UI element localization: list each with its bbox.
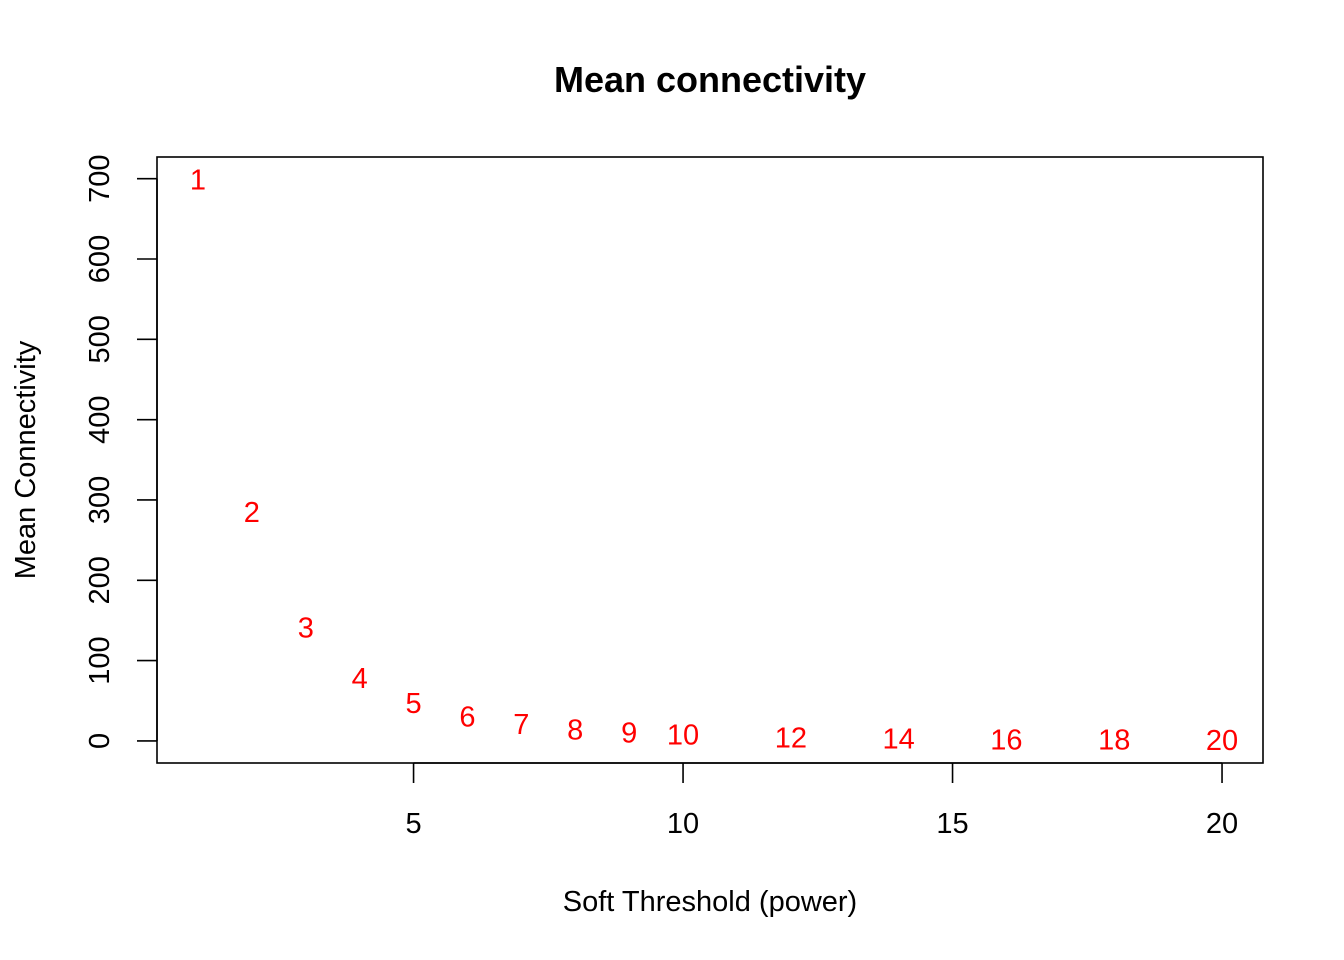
data-point: 16 [990,724,1022,756]
plot-frame [156,156,1264,764]
y-tick-label: 100 [84,636,116,684]
data-point: 4 [352,663,368,695]
x-tick-label: 5 [405,808,421,840]
x-axis-label: Soft Threshold (power) [563,886,857,918]
data-point: 18 [1098,725,1130,757]
data-point: 12 [775,723,807,755]
chart-title: Mean connectivity [554,59,866,100]
y-tick-label: 500 [84,315,116,363]
y-tick-label: 700 [84,154,116,202]
data-point: 7 [513,709,529,741]
x-tick-label: 10 [667,808,699,840]
y-tick-label: 400 [84,395,116,443]
data-point: 9 [621,718,637,750]
data-point: 14 [883,724,915,756]
data-point: 1 [190,164,206,196]
data-point: 5 [405,688,421,720]
data-point: 10 [667,719,699,751]
data-point: 6 [459,702,475,734]
y-tick-label: 300 [84,476,116,524]
data-point: 8 [567,714,583,746]
data-point: 3 [298,612,314,644]
y-axis: 0 100 200 300 400 500 600 700 [84,154,158,749]
data-point: 2 [244,497,260,529]
y-axis-label: Mean Connectivity [10,340,42,579]
data-point: 20 [1206,725,1238,757]
y-tick-label: 0 [84,733,116,749]
y-tick-label: 200 [84,556,116,604]
y-tick-label: 600 [84,235,116,283]
x-axis: 5 10 15 20 [405,762,1238,840]
x-tick-label: 20 [1206,808,1238,840]
x-tick-label: 15 [936,808,968,840]
